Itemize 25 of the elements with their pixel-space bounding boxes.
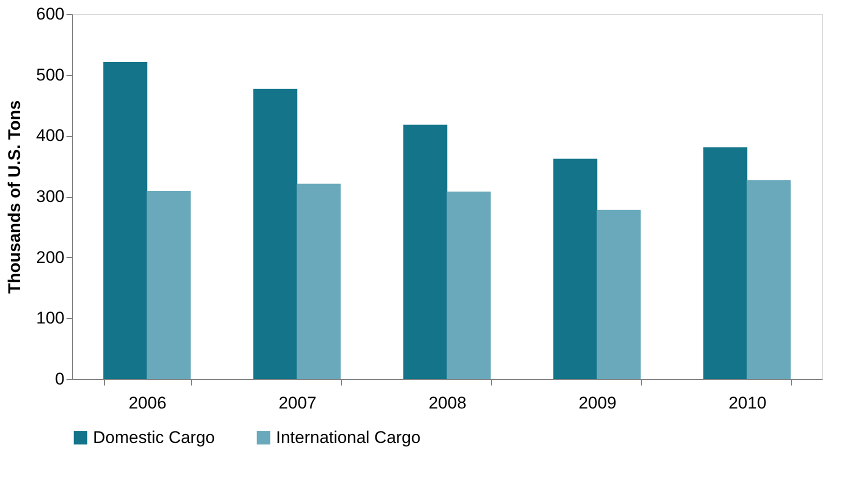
x-tick-label: 2007 <box>278 394 316 412</box>
bar <box>596 210 641 379</box>
y-tick-label: 600 <box>36 4 64 24</box>
bar <box>446 192 491 379</box>
bar <box>703 147 748 379</box>
legend-label: Domestic Cargo <box>93 428 215 447</box>
legend-label: International Cargo <box>276 428 421 447</box>
bar <box>746 180 791 379</box>
y-tick-label: 400 <box>36 126 64 146</box>
x-tick-label: 2008 <box>428 394 466 412</box>
x-tick-label: 2009 <box>578 394 616 412</box>
bar <box>253 88 298 379</box>
y-tick-label: 0 <box>55 370 64 388</box>
y-tick-label: 300 <box>36 187 64 206</box>
y-tick-label: 200 <box>36 248 64 267</box>
x-tick-label: 2010 <box>728 394 766 412</box>
x-tick-label: 2006 <box>128 394 166 412</box>
y-tick-label: 500 <box>36 65 64 84</box>
bar <box>296 184 341 379</box>
bar <box>146 191 191 379</box>
bar <box>553 158 598 379</box>
bar <box>103 62 148 379</box>
y-axis-title: Thousands of U.S. Tons <box>5 100 24 294</box>
bar <box>403 124 448 379</box>
y-tick-label: 100 <box>36 308 64 328</box>
